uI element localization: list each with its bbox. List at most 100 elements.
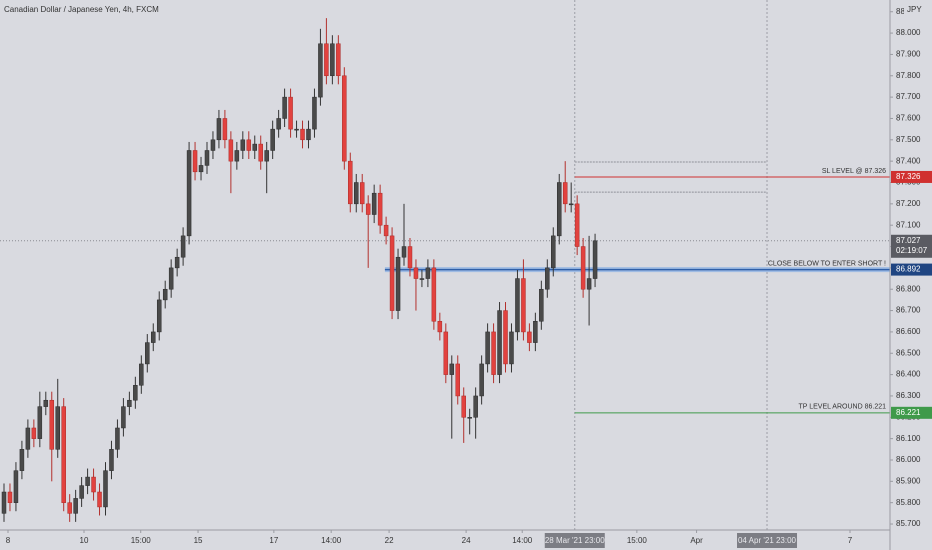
candle-body [73, 498, 78, 514]
x-tick-label: 15 [194, 536, 203, 545]
candle-body [443, 331, 449, 375]
marker-tag-label: 28 Mar '21 23:00 [545, 536, 605, 545]
candle-body [79, 485, 84, 499]
candle-body [294, 128, 299, 131]
candle-body [103, 470, 108, 508]
candle-body [359, 182, 365, 205]
candle-body [461, 395, 466, 418]
candle-body [539, 288, 544, 322]
candle-body [276, 118, 281, 130]
candle-body [228, 139, 234, 162]
chart-title: Canadian Dollar / Japanese Yen, 4h, FXCM [4, 5, 159, 14]
candle-body [300, 128, 305, 141]
candle-body [455, 363, 460, 397]
price-tag-label: 86.892 [896, 265, 921, 274]
y-tick-label: 86.100 [896, 434, 921, 443]
candle-body [127, 399, 132, 407]
level-label: TP LEVEL AROUND 86.221 [798, 404, 886, 411]
candle-body [348, 160, 353, 205]
candle-body [258, 143, 263, 162]
y-tick-label: 87.600 [896, 114, 921, 123]
y-tick-label: 87.200 [896, 199, 921, 208]
candle-body [25, 427, 31, 450]
x-tick-label: 24 [462, 536, 471, 545]
x-tick-label: 10 [80, 536, 89, 545]
x-tick-label: Apr [690, 536, 703, 545]
countdown-label: 02:19:07 [896, 246, 928, 255]
candle-body [371, 192, 377, 215]
candle-body [264, 150, 269, 162]
candle-body [562, 182, 568, 205]
candle-body [425, 267, 431, 279]
y-tick-label: 86.400 [896, 370, 921, 379]
x-tick-label: 7 [848, 536, 853, 545]
candle-body [407, 246, 413, 269]
x-tick-label: 8 [6, 536, 11, 545]
y-tick-label: 85.700 [896, 519, 921, 528]
marker-tag [737, 533, 798, 548]
candle-body [49, 399, 55, 450]
candle-body [521, 278, 526, 333]
candle-body [383, 224, 389, 237]
marker-tag [544, 533, 605, 548]
candle-body [174, 256, 180, 269]
candle-body [252, 143, 258, 151]
candle-body [330, 43, 335, 77]
candle-body [91, 476, 96, 493]
candle-body [145, 342, 150, 365]
candle-body [342, 75, 347, 162]
candle-body [156, 299, 162, 333]
candle-body [479, 363, 484, 397]
candle-body [7, 491, 13, 503]
candle-body [556, 182, 562, 237]
candle-body [306, 128, 311, 141]
candle-body [240, 139, 246, 151]
candle-body [198, 165, 204, 173]
y-tick-label: 87.400 [896, 156, 921, 165]
candle-body [234, 150, 240, 162]
level-label: SL LEVEL @ 87.326 [822, 168, 886, 175]
y-tick-label: 86.700 [896, 306, 921, 315]
y-tick-label: 87.100 [896, 220, 921, 229]
candle-body [85, 476, 90, 486]
y-tick-label: 86.500 [896, 348, 921, 357]
candle-body [216, 118, 222, 141]
x-tick-label: 17 [269, 536, 278, 545]
last-price-label: 87.027 [896, 236, 921, 245]
candle-body [246, 139, 252, 151]
candle-body [336, 43, 341, 77]
price-tag [891, 263, 932, 276]
candle-body [401, 246, 407, 258]
candle-body [270, 128, 275, 151]
y-tick-label: 87.500 [896, 135, 921, 144]
candle-body [503, 310, 508, 365]
candle-body [574, 203, 580, 247]
candle-body [312, 96, 317, 130]
candle-body [121, 406, 126, 429]
candle-body [377, 192, 383, 226]
x-tick-label: 15:00 [131, 536, 152, 545]
candle-body [533, 320, 538, 343]
currency-box [904, 4, 928, 16]
price-tag [891, 406, 932, 419]
candle-body [580, 246, 586, 290]
candle-body [19, 449, 25, 471]
candle-body [568, 203, 574, 206]
candle-body [497, 310, 502, 375]
candle-body [419, 278, 425, 280]
y-tick-label: 87.700 [896, 92, 921, 101]
candle-body [186, 150, 192, 237]
y-tick-label: 86.600 [896, 327, 921, 336]
candle-body [43, 399, 49, 407]
candle-body [210, 139, 216, 151]
price-tag-label: 86.221 [896, 408, 921, 417]
candle-body [515, 278, 520, 333]
x-tick-label: 22 [385, 536, 394, 545]
candle-body [389, 235, 395, 311]
candle-body [13, 470, 19, 503]
candle-body [109, 449, 114, 471]
candle-body [551, 235, 556, 269]
candle-body [180, 235, 186, 258]
candle-body [55, 406, 60, 450]
